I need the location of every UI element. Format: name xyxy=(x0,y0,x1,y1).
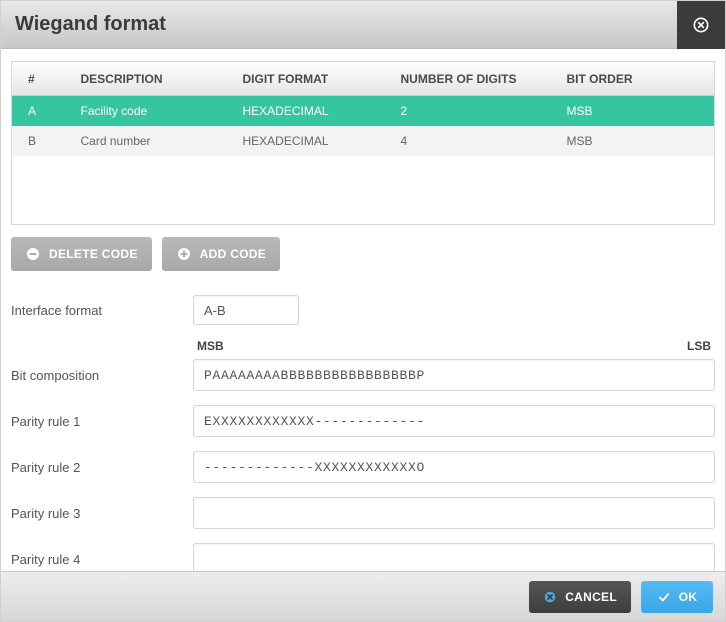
table-header-row: # DESCRIPTION DIGIT FORMAT NUMBER OF DIG… xyxy=(12,62,714,96)
bit-composition-label: Bit composition xyxy=(11,368,193,383)
parity4-label: Parity rule 4 xyxy=(11,552,193,567)
cell-num-digits: 4 xyxy=(392,126,558,156)
format-form: Interface format MSB LSB Bit composition… xyxy=(11,295,715,571)
table-row[interactable]: A Facility code HEXADECIMAL 2 MSB xyxy=(12,96,714,127)
bit-composition-input[interactable] xyxy=(193,359,715,391)
col-header-digit-format[interactable]: DIGIT FORMAT xyxy=(234,62,392,96)
cell-description: Card number xyxy=(72,126,234,156)
cancel-button[interactable]: CANCEL xyxy=(529,581,631,613)
titlebar: Wiegand format xyxy=(1,1,725,49)
delete-code-label: DELETE CODE xyxy=(49,247,138,261)
cancel-label: CANCEL xyxy=(565,590,617,604)
lsb-label: LSB xyxy=(687,339,711,353)
close-icon xyxy=(693,17,709,33)
bit-order-labels: MSB LSB xyxy=(193,339,715,353)
table-row[interactable]: B Card number HEXADECIMAL 4 MSB xyxy=(12,126,714,156)
col-header-id[interactable]: # xyxy=(12,62,72,96)
check-icon xyxy=(657,590,671,604)
cancel-icon xyxy=(543,590,557,604)
codes-table: # DESCRIPTION DIGIT FORMAT NUMBER OF DIG… xyxy=(12,62,714,156)
col-header-bit-order[interactable]: BIT ORDER xyxy=(558,62,714,96)
cell-digit-format: HEXADECIMAL xyxy=(234,96,392,127)
minus-circle-icon xyxy=(25,246,41,262)
dialog-title: Wiegand format xyxy=(15,13,166,36)
plus-circle-icon xyxy=(176,246,192,262)
cell-num-digits: 2 xyxy=(392,96,558,127)
interface-format-input[interactable] xyxy=(193,295,299,325)
wiegand-format-dialog: Wiegand format # DESCRIPTION DIGIT FORMA… xyxy=(0,0,726,622)
codes-table-wrap: # DESCRIPTION DIGIT FORMAT NUMBER OF DIG… xyxy=(11,61,715,225)
col-header-num-digits[interactable]: NUMBER OF DIGITS xyxy=(392,62,558,96)
msb-label: MSB xyxy=(197,339,224,353)
cell-id: B xyxy=(12,126,72,156)
parity4-input[interactable] xyxy=(193,543,715,571)
cell-description: Facility code xyxy=(72,96,234,127)
parity3-input[interactable] xyxy=(193,497,715,529)
parity2-label: Parity rule 2 xyxy=(11,460,193,475)
close-button[interactable] xyxy=(677,1,725,49)
dialog-footer: CANCEL OK xyxy=(1,571,725,621)
ok-button[interactable]: OK xyxy=(641,581,713,613)
add-code-button[interactable]: ADD CODE xyxy=(162,237,280,271)
parity1-label: Parity rule 1 xyxy=(11,414,193,429)
interface-format-label: Interface format xyxy=(11,303,193,318)
delete-code-button[interactable]: DELETE CODE xyxy=(11,237,152,271)
parity1-input[interactable] xyxy=(193,405,715,437)
cell-digit-format: HEXADECIMAL xyxy=(234,126,392,156)
ok-label: OK xyxy=(679,590,698,604)
add-code-label: ADD CODE xyxy=(200,247,266,261)
cell-bit-order: MSB xyxy=(558,96,714,127)
dialog-content: # DESCRIPTION DIGIT FORMAT NUMBER OF DIG… xyxy=(1,49,725,571)
cell-bit-order: MSB xyxy=(558,126,714,156)
col-header-description[interactable]: DESCRIPTION xyxy=(72,62,234,96)
table-toolbar: DELETE CODE ADD CODE xyxy=(11,237,715,271)
parity2-input[interactable] xyxy=(193,451,715,483)
cell-id: A xyxy=(12,96,72,127)
parity3-label: Parity rule 3 xyxy=(11,506,193,521)
codes-table-body: A Facility code HEXADECIMAL 2 MSB B Card… xyxy=(12,96,714,157)
